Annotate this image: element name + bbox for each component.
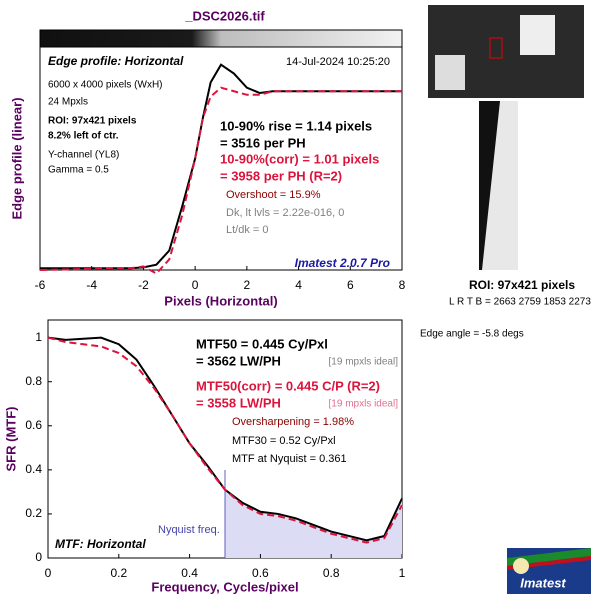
y-tick-label: 0.8 <box>25 374 42 388</box>
annotation: [19 mpxls ideal] <box>329 399 399 410</box>
y-axis-label: SFR (MTF) <box>3 407 18 472</box>
roi-label: ROI: 97x421 pixels <box>469 278 575 292</box>
x-tick-label: 2 <box>244 278 251 292</box>
annotation: Lt/dk = 0 <box>226 224 269 236</box>
thumbnail-target <box>435 55 465 90</box>
annotation: = 3958 per PH (R=2) <box>220 168 342 183</box>
logo-stripe <box>507 548 591 566</box>
annotation: Oversharpening = 1.98% <box>232 416 354 428</box>
annotation: 10-90% rise = 1.14 pixels <box>220 118 372 133</box>
y-tick-label: 0.2 <box>25 506 42 520</box>
annotation: 8.2% left of ctr. <box>48 131 119 142</box>
thumbnail-roi <box>489 37 503 59</box>
x-tick-label: 0 <box>192 278 199 292</box>
x-tick-label: -4 <box>86 278 97 292</box>
y-tick-label: 0.6 <box>25 418 42 432</box>
x-tick-label: 0.8 <box>323 566 340 580</box>
annotation: = 3558 LW/PH <box>196 395 281 410</box>
annotation: 10-90%(corr) = 1.01 pixels <box>220 151 379 166</box>
x-tick-label: -2 <box>138 278 149 292</box>
annotation: Y-channel (YL8) <box>48 150 119 161</box>
logo-text: Imatest <box>520 575 566 590</box>
annotation: Gamma = 0.5 <box>48 165 109 176</box>
x-tick-label: 4 <box>295 278 302 292</box>
x-axis-label: Frequency, Cycles/pixel <box>151 579 298 594</box>
y-tick-label: 1 <box>35 330 42 344</box>
annotation: MTF50 = 0.445 Cy/Pxl <box>196 336 328 351</box>
annotation: 6000 x 4000 pixels (WxH) <box>48 80 163 91</box>
y-tick-label: 0 <box>35 550 42 564</box>
gradient-bar <box>39 29 403 48</box>
annotation: MTF30 = 0.52 Cy/Pxl <box>232 435 336 447</box>
plot-area <box>39 46 403 271</box>
roi-coords: L R T B = 2663 2759 1853 2273 <box>449 297 591 308</box>
annotation: Edge profile: Horizontal <box>48 54 184 68</box>
y-tick-label: 0.4 <box>25 462 42 476</box>
x-tick-label: 0.2 <box>110 566 127 580</box>
annotation: = 3562 LW/PH <box>196 353 281 368</box>
annotation: Dk, lt lvls = 2.22e-016, 0 <box>226 207 344 219</box>
x-tick-label: 0 <box>45 566 52 580</box>
x-axis-label: Pixels (Horizontal) <box>164 293 277 308</box>
data-line <box>47 336 403 544</box>
logo-sun <box>513 558 529 574</box>
annotation: 14-Jul-2024 10:25:20 <box>286 56 390 68</box>
edge-angle: Edge angle = -5.8 degs <box>420 329 524 340</box>
x-tick-label: -6 <box>35 278 46 292</box>
roi-edge <box>482 101 518 270</box>
y-axis-label: Edge profile (linear) <box>9 97 24 219</box>
x-tick-label: 1 <box>399 566 406 580</box>
thumbnail-target <box>520 15 555 55</box>
title: _DSC2026.tif <box>184 8 265 23</box>
annotation: [19 mpxls ideal] <box>329 357 399 368</box>
x-tick-label: 0.4 <box>181 566 198 580</box>
x-tick-label: 0.6 <box>252 566 269 580</box>
annotation: = 3516 per PH <box>220 135 306 150</box>
x-tick-label: 6 <box>347 278 354 292</box>
annotation: Nyquist freq. <box>158 524 220 536</box>
data-line <box>39 86 402 275</box>
x-tick-label: 8 <box>399 278 406 292</box>
annotation: MTF at Nyquist = 0.361 <box>232 453 347 465</box>
annotation: Imatest 2.0.7 Pro <box>295 256 390 270</box>
annotation: Overshoot = 15.9% <box>226 189 321 201</box>
annotation: 24 Mpxls <box>48 97 88 108</box>
annotation: ROI: 97x421 pixels <box>48 116 137 127</box>
annotation: MTF: Horizontal <box>55 537 146 551</box>
annotation: MTF50(corr) = 0.445 C/P (R=2) <box>196 378 380 393</box>
